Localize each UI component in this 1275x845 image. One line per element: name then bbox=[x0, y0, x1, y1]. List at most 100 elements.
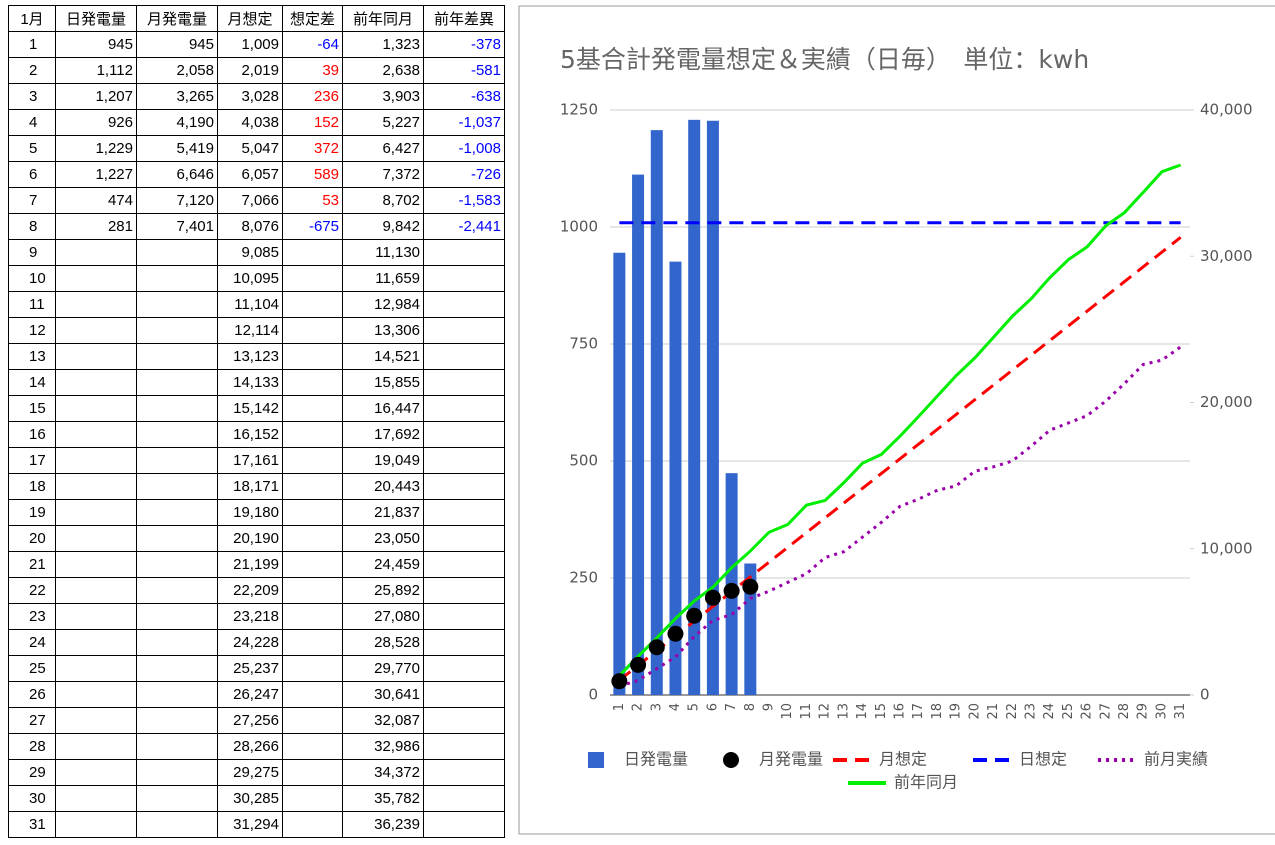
x-tick-label: 16 bbox=[893, 703, 908, 720]
cell: 19,180 bbox=[217, 499, 283, 526]
y-tick-label: 0 bbox=[588, 686, 598, 704]
point bbox=[686, 607, 703, 624]
cell: 2,638 bbox=[342, 57, 424, 84]
cell: 16 bbox=[8, 421, 56, 448]
cell: -2,441 bbox=[423, 213, 505, 240]
table-row: 18 18,171 20,443 bbox=[8, 473, 505, 500]
legend-swatch bbox=[723, 752, 739, 768]
cell bbox=[423, 447, 505, 474]
y2-tick-label: 40,000 bbox=[1200, 101, 1253, 119]
cell: 5,419 bbox=[136, 135, 218, 162]
cell: 926 bbox=[55, 109, 137, 136]
cell: 32,986 bbox=[342, 733, 424, 760]
cell: 14 bbox=[8, 369, 56, 396]
table-row: 22 22,209 25,892 bbox=[8, 577, 505, 604]
x-tick-label: 4 bbox=[668, 703, 683, 711]
cell: 24,228 bbox=[217, 629, 283, 656]
cell: 20,190 bbox=[217, 525, 283, 552]
cell bbox=[423, 551, 505, 578]
cell bbox=[136, 395, 218, 422]
x-tick-label: 19 bbox=[949, 703, 964, 720]
cell bbox=[136, 655, 218, 682]
table-row: 25 25,237 29,770 bbox=[8, 655, 505, 682]
table-row: 26 26,247 30,641 bbox=[8, 681, 505, 708]
cell: 474 bbox=[55, 187, 137, 214]
header-cell: 日発電量 bbox=[55, 5, 137, 32]
x-tick-label: 28 bbox=[1117, 703, 1132, 720]
cell: 25 bbox=[8, 655, 56, 682]
x-tick-label: 17 bbox=[911, 703, 926, 720]
line bbox=[618, 163, 1182, 677]
x-tick-label: 23 bbox=[1023, 703, 1038, 720]
cell: 7 bbox=[8, 187, 56, 214]
cell bbox=[423, 785, 505, 812]
cell bbox=[55, 239, 137, 266]
cell bbox=[282, 421, 343, 448]
cell bbox=[136, 291, 218, 318]
x-tick-label: 14 bbox=[855, 703, 870, 720]
x-tick-label: 10 bbox=[780, 703, 795, 720]
cell: 12,114 bbox=[217, 317, 283, 344]
cell: 1,009 bbox=[217, 31, 283, 58]
cell bbox=[423, 811, 505, 838]
cell: 21,199 bbox=[217, 551, 283, 578]
table-row: 23 23,218 27,080 bbox=[8, 603, 505, 630]
y2-tick-label: 30,000 bbox=[1200, 247, 1253, 265]
header-row: 1月 日発電量 月発電量 月想定 想定差 前年同月 前年差異 bbox=[8, 5, 505, 32]
x-tick-label: 12 bbox=[818, 703, 833, 720]
table-row: 27 27,256 32,087 bbox=[8, 707, 505, 734]
table-row: 3 1,207 3,265 3,028 236 3,903 -638 bbox=[8, 83, 505, 110]
cell: 12,984 bbox=[342, 291, 424, 318]
cell: 9 bbox=[8, 239, 56, 266]
cell: 6,057 bbox=[217, 161, 283, 188]
cell: 11,104 bbox=[217, 291, 283, 318]
cell bbox=[55, 551, 137, 578]
cell bbox=[136, 421, 218, 448]
cell: 18,171 bbox=[217, 473, 283, 500]
bar bbox=[650, 130, 663, 695]
x-tick-label: 2 bbox=[631, 703, 646, 711]
table-row: 6 1,227 6,646 6,057 589 7,372 -726 bbox=[8, 161, 505, 188]
table-row: 5 1,229 5,419 5,047 372 6,427 -1,008 bbox=[8, 135, 505, 162]
cell: -675 bbox=[282, 213, 343, 240]
cell bbox=[423, 239, 505, 266]
cell bbox=[282, 707, 343, 734]
cell: 17,692 bbox=[342, 421, 424, 448]
table-row: 20 20,190 23,050 bbox=[8, 525, 505, 552]
y2-tick-label: 0 bbox=[1200, 686, 1210, 704]
cell: 29,770 bbox=[342, 655, 424, 682]
cell: -638 bbox=[423, 83, 505, 110]
cell bbox=[282, 369, 343, 396]
cell bbox=[55, 473, 137, 500]
x-tick-label: 18 bbox=[930, 703, 945, 720]
cell: 7,120 bbox=[136, 187, 218, 214]
cell: 3,265 bbox=[136, 83, 218, 110]
table-row: 19 19,180 21,837 bbox=[8, 499, 505, 526]
cell: -64 bbox=[282, 31, 343, 58]
cell bbox=[423, 759, 505, 786]
cell: 9,085 bbox=[217, 239, 283, 266]
cell bbox=[282, 291, 343, 318]
table-row: 1 945 945 1,009 -64 1,323 -378 bbox=[8, 31, 505, 58]
cell: 12 bbox=[8, 317, 56, 344]
cell: 28,266 bbox=[217, 733, 283, 760]
x-tick-label: 7 bbox=[724, 703, 739, 711]
cell: 1,112 bbox=[55, 57, 137, 84]
cell: 19 bbox=[8, 499, 56, 526]
cell bbox=[55, 681, 137, 708]
x-tick-label: 21 bbox=[986, 703, 1001, 720]
cell bbox=[136, 239, 218, 266]
point bbox=[630, 656, 647, 673]
cell: 6 bbox=[8, 161, 56, 188]
bar bbox=[613, 252, 626, 696]
cell: 15,855 bbox=[342, 369, 424, 396]
cell: 14,133 bbox=[217, 369, 283, 396]
cell: 8 bbox=[8, 213, 56, 240]
cell bbox=[55, 447, 137, 474]
cell bbox=[55, 291, 137, 318]
cell bbox=[55, 707, 137, 734]
legend-label: 前年同月 bbox=[894, 773, 958, 792]
x-tick-label: 5 bbox=[687, 703, 702, 711]
cell: 36,239 bbox=[342, 811, 424, 838]
cell bbox=[282, 603, 343, 630]
